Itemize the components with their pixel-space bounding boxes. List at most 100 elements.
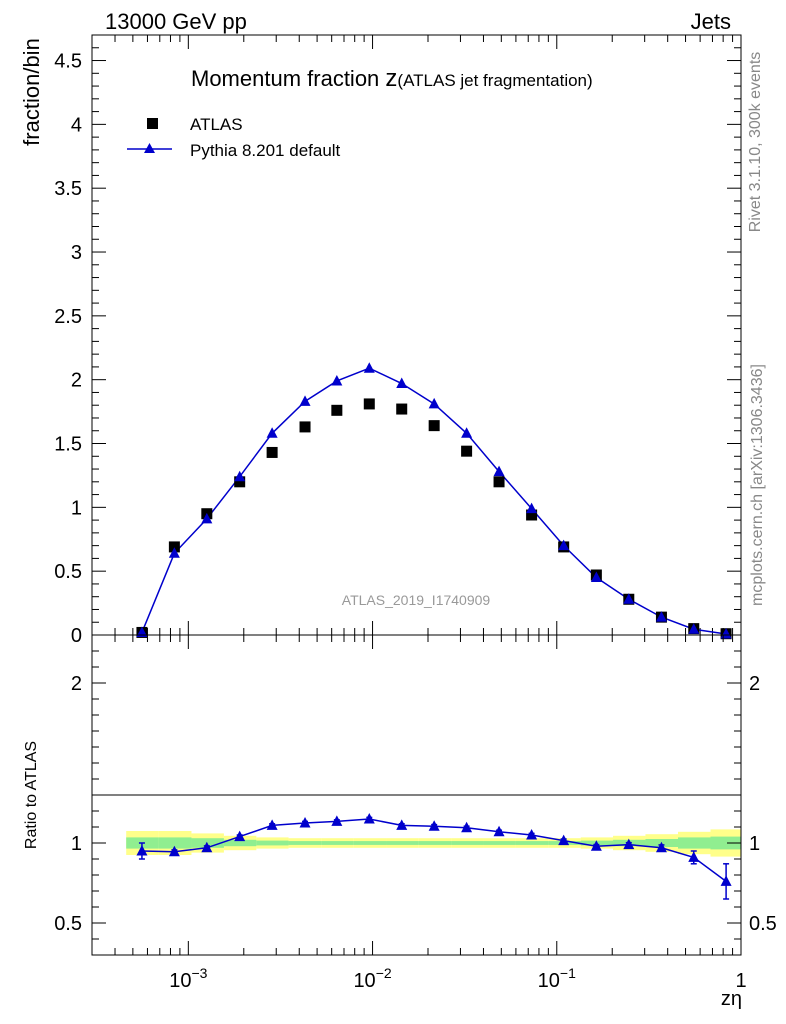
- legend-pythia-label: Pythia 8.201 default: [190, 141, 341, 160]
- ratio-axis-title: Ratio to ATLAS: [23, 741, 40, 849]
- y-tick-label: 4: [71, 114, 82, 136]
- ratio-point: [655, 841, 667, 853]
- ratio-band-inner: [677, 837, 711, 849]
- ratio-point: [720, 875, 732, 886]
- atlas-point: [428, 420, 440, 432]
- y-tick-label: 4.5: [54, 51, 82, 73]
- ratio-point: [201, 841, 213, 853]
- header-energy: 13000 GeV pp: [105, 9, 247, 34]
- ratio-point: [428, 820, 440, 831]
- pythia-point: [493, 465, 505, 477]
- main-markers: [136, 362, 732, 640]
- ratio-band-inner: [158, 837, 192, 849]
- pythia-point: [688, 623, 700, 634]
- atlas-point: [526, 509, 538, 521]
- pythia-point: [526, 502, 538, 514]
- ratio-band-inner: [191, 838, 224, 848]
- ratio-markers: [136, 813, 732, 900]
- y-axis-title: fraction/bin: [19, 38, 44, 146]
- atlas-point: [234, 476, 246, 488]
- pythia-point: [331, 374, 343, 386]
- x-tick-labels: 10−3 10−2 10−1 1: [169, 965, 746, 992]
- header-process: Jets: [691, 9, 731, 34]
- x-tick-label: 1: [735, 970, 746, 992]
- pythia-point: [461, 427, 473, 438]
- ratio-point: [136, 845, 148, 856]
- legend-atlas-marker: [147, 118, 158, 129]
- atlas-point: [299, 421, 311, 433]
- ratio-band-inner: [418, 841, 452, 845]
- ratio-point: [396, 819, 408, 830]
- ratio-band-inner: [515, 841, 549, 845]
- pythia-point: [558, 539, 570, 551]
- ratio-tick-label-right: 2: [749, 673, 760, 695]
- ratio-point: [688, 851, 700, 862]
- ratio-band-inner: [288, 841, 322, 845]
- legend-atlas-label: ATLAS: [190, 115, 243, 134]
- ratio-tick-label: 0.5: [54, 913, 82, 935]
- main-plot: 0 0.5 1 1.5 2 2.5 3 3.5 4 4.5: [54, 34, 742, 647]
- ratio-band-inner: [483, 841, 516, 845]
- y-tick-label: 3: [71, 242, 82, 264]
- pythia-point: [396, 377, 408, 389]
- ratio-tick-label: 1: [71, 833, 82, 855]
- atlas-point: [396, 403, 408, 415]
- pythia-point: [363, 362, 375, 373]
- ratio-band-inner: [353, 841, 387, 845]
- x-tick-label: 10−3: [169, 965, 207, 992]
- y-tick-label: 0.5: [54, 561, 82, 583]
- ratio-frame: [91, 634, 742, 956]
- pythia-point: [299, 395, 311, 406]
- ratio-band-inner: [256, 840, 289, 846]
- y-tick-label: 2.5: [54, 306, 82, 328]
- chart-title: Momentum fraction z(ATLAS jet fragmentat…: [191, 65, 593, 92]
- atlas-point: [266, 446, 278, 458]
- atlas-point: [461, 445, 473, 457]
- atlas-point: [493, 476, 505, 488]
- mcplots-label: mcplots.cern.ch [arXiv:1306.3436]: [749, 364, 766, 606]
- ratio-tick-label-right: 1: [749, 833, 760, 855]
- legend-pythia-marker: [144, 143, 155, 153]
- ratio-point: [266, 819, 278, 830]
- pythia-point: [655, 611, 667, 622]
- ratio-bands: [126, 829, 741, 857]
- ratio-band-inner: [710, 836, 741, 850]
- pythia-point: [136, 626, 148, 637]
- x-axis-title: zη: [721, 988, 742, 1010]
- ratio-band-inner: [451, 841, 484, 845]
- ratio-point: [234, 830, 246, 842]
- ratio-point: [168, 845, 180, 857]
- legend: ATLAS Pythia 8.201 default: [127, 115, 341, 160]
- ratio-band-inner: [321, 841, 354, 845]
- atlas-point: [363, 398, 375, 410]
- y-tick-label: 3.5: [54, 178, 82, 200]
- y-tick-label: 0: [71, 625, 82, 647]
- pythia-point: [234, 470, 246, 482]
- main-axis-ticks: 0 0.5 1 1.5 2 2.5 3 3.5 4 4.5: [54, 34, 742, 647]
- pythia-point: [201, 512, 213, 524]
- ratio-point: [623, 838, 635, 850]
- ratio-tick-label-right: 0.5: [749, 913, 777, 935]
- pythia-point: [623, 593, 635, 604]
- y-tick-label: 1.5: [54, 434, 82, 456]
- pythia-point: [266, 427, 278, 438]
- x-tick-label: 10−1: [538, 965, 576, 992]
- ratio-plot: 0.5 0.5 1 1 2 2: [54, 634, 777, 956]
- ratio-point: [461, 821, 473, 833]
- atlas-point: [331, 404, 343, 416]
- ratio-band-inner: [386, 841, 419, 845]
- ratio-band-inner: [223, 839, 257, 847]
- ratio-point: [363, 813, 375, 824]
- ratio-point: [299, 817, 311, 828]
- y-tick-label: 2: [71, 370, 82, 392]
- ratio-point: [493, 825, 505, 837]
- atlas-point: [168, 541, 180, 553]
- rivet-label: Rivet 3.1.10, 300k events: [747, 52, 764, 233]
- x-tick-label: 10−2: [353, 965, 391, 992]
- ratio-point: [590, 840, 602, 851]
- ratio-tick-label: 2: [71, 673, 82, 695]
- ratio-point: [526, 829, 538, 840]
- pythia-point: [428, 397, 440, 409]
- analysis-label: ATLAS_2019_I1740909: [342, 592, 491, 608]
